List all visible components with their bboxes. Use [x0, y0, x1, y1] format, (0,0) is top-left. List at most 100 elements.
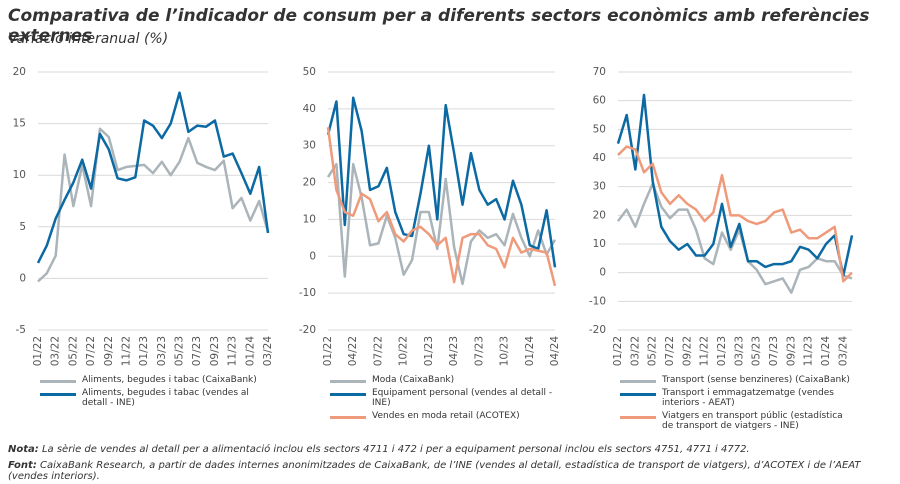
x-tick-label: 04/24 [549, 336, 561, 367]
y-tick-label: 0 [309, 250, 316, 262]
legend-label: Aliments, begudes i tabac (vendes al det… [82, 388, 249, 408]
x-tick-label: 11/22 [120, 336, 132, 366]
legend-label: Vendes en moda retail (ACOTEX) [372, 411, 520, 421]
x-tick-label: 05/22 [647, 336, 659, 366]
y-tick-label: 10 [13, 169, 26, 181]
x-tick-label: 05/23 [174, 336, 186, 366]
x-tick-label: 03/22 [50, 336, 62, 366]
series-line [616, 93, 854, 277]
series-line [37, 127, 270, 283]
legend-label: Transport i emmagatzematge (vendes inter… [662, 388, 834, 408]
y-tick-label: -20 [589, 324, 606, 336]
legend-entry: Transport (sense benzineres) (CaixaBank) [620, 375, 850, 385]
y-tick-label: 20 [13, 66, 26, 78]
legend-label: Equipament personal (vendes al detall - … [372, 388, 553, 408]
y-tick-label: 20 [593, 209, 606, 221]
x-tick-label: 07/23 [473, 336, 485, 366]
legend-swatch [620, 380, 656, 383]
x-tick-label: 04/22 [347, 336, 359, 366]
legend-label: Transport (sense benzineres) (CaixaBank) [662, 375, 850, 385]
legend-label: Viatgers en transport públic (estadístic… [662, 411, 843, 431]
note-text: CaixaBank Research, a partir de dades in… [8, 460, 861, 482]
y-tick-label: 15 [13, 118, 26, 130]
y-tick-label: -20 [299, 324, 316, 336]
x-tick-label: 11/23 [803, 336, 815, 366]
x-tick-label: 10/22 [398, 336, 410, 366]
y-tick-label: 30 [303, 140, 316, 152]
legend-swatch [330, 416, 366, 419]
x-tick-label: 03/24 [262, 336, 274, 367]
legend-swatch [620, 416, 656, 419]
x-tick-label: 03/23 [733, 336, 745, 366]
subtitle: Variació interanual (%) [8, 31, 169, 47]
x-tick-label: 01/24 [244, 336, 256, 367]
x-tick-label: 01/23 [423, 336, 435, 366]
y-tick-label: 10 [303, 213, 316, 225]
x-tick-label: 01/22 [322, 336, 334, 366]
y-tick-label: 50 [593, 123, 606, 135]
x-tick-label: 05/23 [751, 336, 763, 366]
y-tick-label: 0 [599, 267, 606, 279]
x-tick-label: 03/22 [629, 336, 641, 366]
series-line [36, 91, 270, 264]
legend: Moda (CaixaBank) Equipament personal (ven… [330, 375, 560, 424]
y-tick-label: 30 [593, 181, 606, 193]
x-tick-label: 01/22 [32, 336, 44, 366]
legend-label: Aliments, begudes i tabac (CaixaBank) [82, 375, 257, 385]
y-tick-label: 20 [303, 177, 316, 189]
note: Nota: La sèrie de vendes al detall per a… [8, 444, 750, 455]
y-tick-label: 10 [593, 238, 606, 250]
x-tick-label: 09/22 [681, 336, 693, 366]
series-line [617, 145, 853, 283]
x-tick-label: 03/23 [156, 336, 168, 366]
y-tick-label: 40 [593, 152, 606, 164]
title: Comparativa de l’indicador de consum per… [8, 6, 870, 46]
series-line [617, 182, 853, 294]
x-tick-label: 07/22 [664, 336, 676, 366]
series-line [326, 162, 557, 286]
note: Font: CaixaBank Research, a partir de da… [8, 460, 900, 482]
x-tick-label: 03/24 [837, 336, 849, 367]
x-tick-label: 05/22 [67, 336, 79, 366]
y-tick-label: 70 [593, 66, 606, 78]
legend: Aliments, begudes i tabac (CaixaBank) Ali… [40, 375, 270, 411]
y-tick-label: -5 [16, 324, 26, 336]
x-tick-label: 01/24 [524, 336, 536, 367]
x-tick-label: 07/23 [768, 336, 780, 366]
x-tick-label: 01/24 [820, 336, 832, 367]
series-line [326, 127, 557, 287]
legend-swatch [330, 380, 366, 383]
y-tick-label: -10 [299, 287, 316, 299]
y-tick-label: 5 [19, 221, 26, 233]
note-label: Font: [8, 460, 37, 471]
series-line [326, 96, 557, 268]
legend-entry: Aliments, begudes i tabac (CaixaBank) [40, 375, 270, 385]
note-text: La sèrie de vendes al detall per a alime… [41, 444, 750, 455]
legend-entry: Vendes en moda retail (ACOTEX) [330, 411, 560, 421]
legend-swatch [620, 393, 656, 396]
legend: Transport (sense benzineres) (CaixaBank)… [620, 375, 850, 434]
legend-entry: Transport i emmagatzematge (vendes inter… [620, 388, 850, 408]
x-tick-label: 09/23 [209, 336, 221, 366]
y-tick-label: 50 [303, 66, 316, 78]
legend-entry: Moda (CaixaBank) [330, 375, 560, 385]
legend-entry: Viatgers en transport públic (estadístic… [620, 411, 850, 431]
legend-entry: Equipament personal (vendes al detall - … [330, 388, 560, 408]
legend-swatch [330, 393, 366, 396]
note-label: Nota: [8, 444, 39, 455]
x-tick-label: 09/23 [785, 336, 797, 366]
x-tick-label: 11/23 [227, 336, 239, 366]
x-tick-label: 01/23 [138, 336, 150, 366]
y-tick-label: 0 [19, 272, 26, 284]
x-tick-label: 10/23 [499, 336, 511, 366]
x-tick-label: 07/22 [85, 336, 97, 366]
x-tick-label: 01/23 [716, 336, 728, 366]
legend-swatch [40, 380, 76, 383]
y-tick-label: 40 [303, 103, 316, 115]
legend-entry: Aliments, begudes i tabac (vendes al det… [40, 388, 270, 408]
x-tick-label: 11/22 [699, 336, 711, 366]
x-tick-label: 09/22 [103, 336, 115, 366]
x-tick-label: 07/23 [191, 336, 203, 366]
